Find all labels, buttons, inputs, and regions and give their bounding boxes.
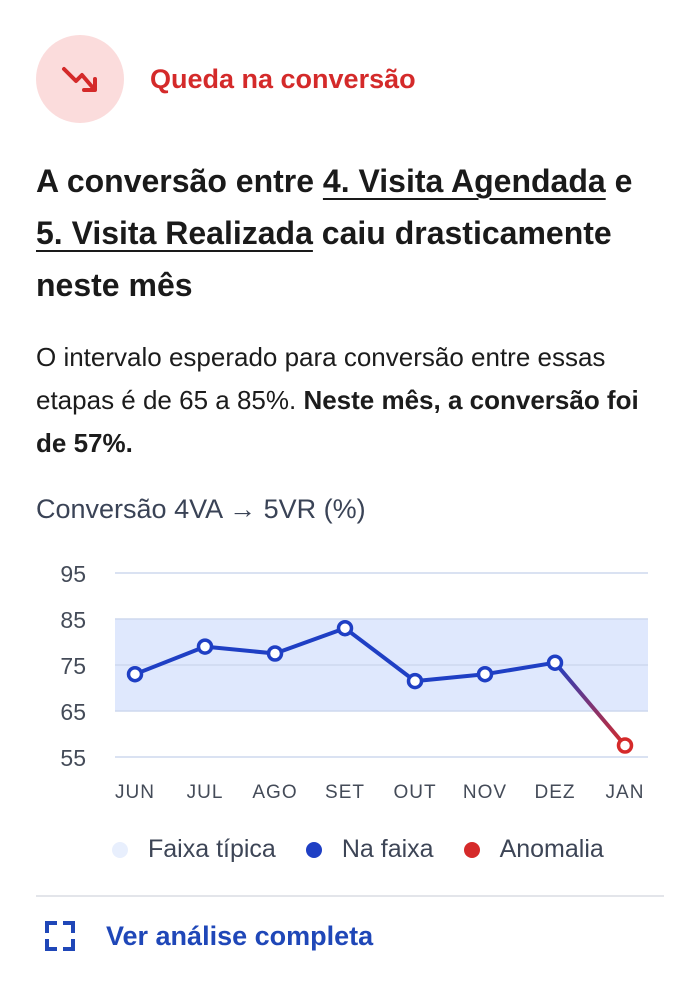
headline-text-1: A conversão entre	[36, 163, 323, 199]
divider	[36, 895, 664, 897]
x-tick-label: DEZ	[535, 782, 576, 803]
legend-item-in-range: Na faixa	[305, 835, 434, 864]
alert-icon-circle	[36, 35, 124, 123]
description: O intervalo esperado para conversão entr…	[36, 336, 661, 465]
trending-down-icon	[62, 67, 97, 92]
chart-title: Conversão 4VA → 5VR (%)	[36, 494, 366, 524]
legend-label-anomaly: Anomalia	[499, 835, 604, 863]
description-highlight: Neste mês, a conversão foi de 57%.	[36, 385, 639, 458]
chart-legend: Faixa típica Na faixa Anomalia	[112, 835, 634, 864]
x-tick-label: JUN	[115, 782, 155, 803]
x-tick-label: OUT	[393, 782, 436, 803]
x-tick-label: AGO	[252, 782, 297, 803]
legend-swatch-typical-range	[112, 841, 128, 858]
y-tick-label: 75	[60, 653, 86, 679]
data-point	[126, 665, 144, 683]
legend-label-typical-range: Faixa típica	[148, 835, 276, 863]
data-point	[336, 619, 354, 637]
legend-swatch-in-range	[305, 841, 322, 858]
data-point	[406, 672, 424, 690]
alert-header: Queda na conversão	[36, 35, 416, 123]
x-tick-label: JAN	[606, 782, 645, 803]
y-tick-label: 65	[60, 699, 86, 725]
expand-icon	[45, 921, 75, 951]
headline-text-2: e	[605, 163, 633, 199]
legend-label-in-range: Na faixa	[341, 835, 434, 863]
data-point	[266, 645, 284, 662]
y-tick-label: 95	[60, 561, 86, 587]
x-tick-label: NOV	[463, 782, 507, 803]
legend-item-anomaly: Anomalia	[463, 835, 604, 864]
data-point	[196, 638, 214, 655]
legend-swatch-anomaly	[463, 841, 480, 858]
description-text: O intervalo esperado para conversão entr…	[36, 342, 606, 415]
data-point	[546, 654, 564, 671]
headline-text-3: caiu drasticamente neste mês	[36, 215, 612, 303]
stage-5-link[interactable]: 5. Visita Realizada	[36, 215, 313, 251]
view-full-analysis-link[interactable]: Ver análise completa	[44, 920, 373, 952]
y-tick-label: 55	[60, 745, 86, 771]
legend-item-typical-range: Faixa típica	[112, 835, 276, 864]
data-point	[476, 665, 494, 683]
stage-4-link[interactable]: 4. Visita Agendada	[322, 163, 606, 199]
x-tick-label: JUL	[187, 782, 224, 803]
conversion-chart: 95 85 75 65 55 JUN JUL AGO SET OUT NOV DEZ JAN	[60, 561, 648, 803]
view-full-analysis-label: Ver análise completa	[106, 920, 374, 951]
headline: A conversão entre 4. Visita Agendada e 5…	[36, 155, 656, 311]
data-point-anomaly	[616, 737, 634, 754]
x-tick-label: SET	[325, 782, 365, 803]
series-line-anomaly	[553, 660, 627, 748]
alert-title: Queda na conversão	[150, 63, 416, 94]
y-tick-label: 85	[60, 607, 86, 633]
